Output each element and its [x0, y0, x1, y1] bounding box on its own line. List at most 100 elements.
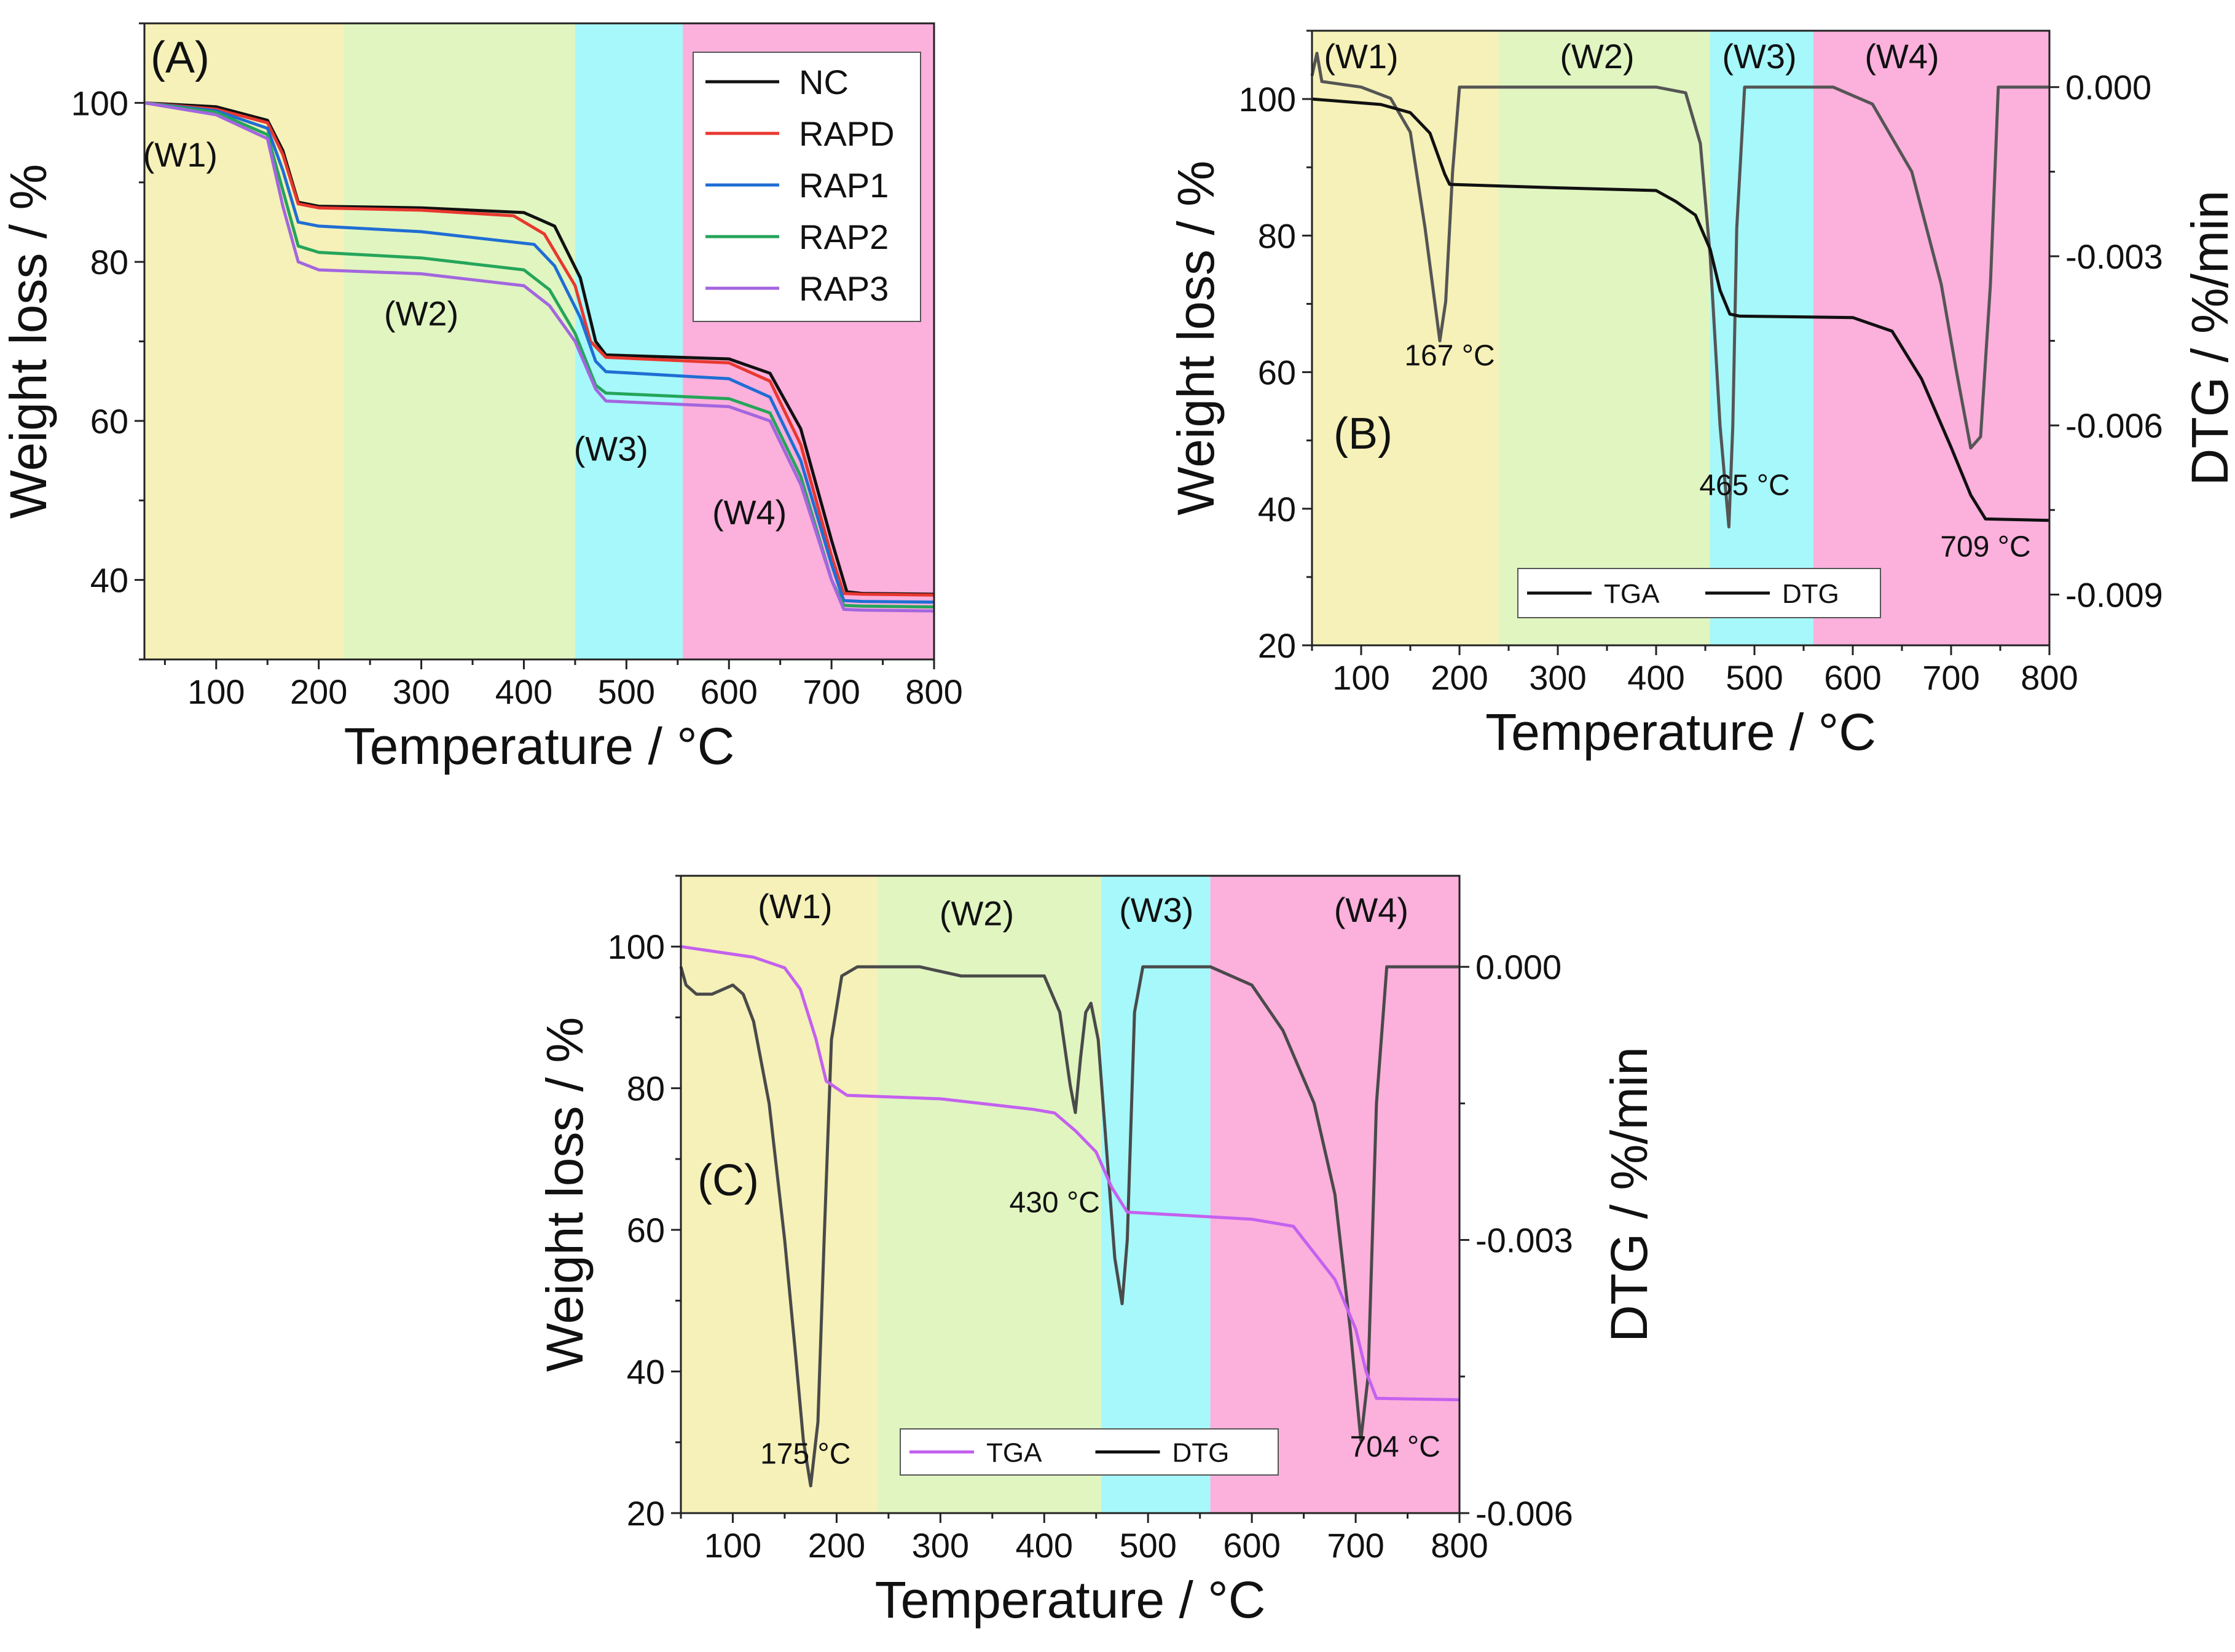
x-tick-label: 600 — [701, 672, 758, 711]
region-label-3: (W3) — [1119, 891, 1193, 929]
y-tick-label: 100 — [71, 84, 128, 122]
tga-line — [1311, 97, 2050, 522]
peak-annotation: 167 °C — [1404, 339, 1495, 372]
y-tick-label: 80 — [1258, 216, 1296, 255]
plot-frame — [1311, 30, 2051, 647]
legend: TGA DTG — [900, 1428, 1279, 1476]
x-tick-label: 400 — [495, 672, 552, 711]
plot-frame — [680, 875, 1461, 1514]
y2-tick-label: 0.000 — [1475, 948, 1561, 986]
peak-annotation: 175 °C — [760, 1438, 850, 1470]
x-tick-label: 400 — [1627, 658, 1684, 697]
region-label-2: (W2) — [384, 294, 458, 333]
y2-tick-label: -0.006 — [1475, 1494, 1573, 1533]
x-tick-label: 400 — [1016, 1526, 1073, 1565]
region-band-2 — [878, 876, 1102, 1513]
region-band-3 — [575, 23, 683, 659]
x-tick-label: 300 — [393, 672, 450, 711]
x-tick-label: 700 — [1327, 1526, 1384, 1565]
region-label-4: (W4) — [1864, 37, 1939, 76]
x-tick-label: 500 — [598, 672, 655, 711]
panel-label: (C) — [697, 1156, 759, 1205]
region-label-1: (W1) — [758, 887, 832, 926]
x-tick-label: 200 — [1431, 658, 1488, 697]
legend-label-dtg: DTG — [1782, 579, 1839, 609]
x-tick-label: 500 — [1726, 658, 1783, 697]
y2-axis-label: DTG / %/min — [1600, 1047, 1658, 1342]
x-axis-label: Temperature / °C — [1485, 703, 1876, 761]
legend-label-tga: TGA — [1604, 579, 1660, 609]
y2-tick-label: -0.003 — [1475, 1221, 1573, 1260]
region-label-3: (W3) — [574, 430, 648, 468]
series-line-rap3 — [144, 101, 935, 613]
y-tick-label: 60 — [627, 1211, 665, 1249]
peak-annotation: 704 °C — [1350, 1431, 1440, 1463]
series-line-rapd — [144, 101, 935, 597]
peak-annotation: 709 °C — [1940, 531, 2030, 564]
region-label-2: (W2) — [940, 894, 1014, 933]
y-tick-label: 80 — [90, 243, 128, 281]
x-tick-label: 200 — [290, 672, 347, 711]
x-tick-label: 100 — [704, 1526, 761, 1565]
region-label-4: (W4) — [1334, 891, 1408, 929]
region-band-2 — [1499, 31, 1710, 645]
legend: NC RAPD RAP1 RAP2 RAP3 — [693, 52, 921, 322]
x-tick-label: 200 — [808, 1526, 865, 1565]
region-label-2: (W2) — [1560, 37, 1634, 76]
region-label-1: (W1) — [1324, 37, 1398, 76]
legend-label-nc: NC — [799, 63, 849, 101]
legend-box — [693, 52, 921, 322]
x-tick-label: 800 — [2021, 658, 2078, 697]
y2-tick-label: 0.000 — [2065, 68, 2151, 107]
dtg-line — [679, 965, 1459, 1488]
region-label-1: (W1) — [143, 135, 218, 174]
legend-label-rap3: RAP3 — [799, 269, 889, 308]
y-tick-label: 40 — [90, 561, 128, 600]
y-axis-label: Weight loss / % — [1167, 160, 1225, 515]
y-tick-label: 20 — [627, 1494, 665, 1533]
x-tick-label: 600 — [1223, 1526, 1280, 1565]
y-tick-label: 40 — [627, 1353, 665, 1391]
peak-annotation: 430 °C — [1010, 1186, 1100, 1219]
y-tick-label: 60 — [90, 402, 128, 441]
region-label-3: (W3) — [1722, 37, 1796, 76]
legend-label-rapd: RAPD — [799, 114, 895, 153]
region-band-1 — [1312, 31, 1499, 645]
panel-label: (A) — [151, 33, 210, 82]
x-tick-label: 100 — [1332, 658, 1389, 697]
region-band-3 — [1710, 31, 1813, 645]
legend-label-rap2: RAP2 — [799, 218, 889, 256]
legend: TGA DTG — [1517, 568, 1881, 618]
legend-label-rap1: RAP1 — [799, 166, 889, 205]
y-tick-label: 40 — [1258, 490, 1296, 529]
y-axis-label: Weight loss / % — [0, 164, 57, 519]
region-label-4: (W4) — [712, 493, 787, 532]
peak-annotation: 465 °C — [1699, 470, 1789, 502]
legend-label-dtg: DTG — [1172, 1438, 1230, 1468]
y-tick-label: 80 — [627, 1069, 665, 1108]
chart-panel-c: (W1) (W2) (W3) (W4)100 200 300 400 500 600 700 800… — [536, 875, 1658, 1629]
y-tick-label: 60 — [1258, 353, 1296, 392]
y-tick-label: 20 — [1258, 626, 1296, 665]
panel-label: (B) — [1334, 409, 1392, 458]
region-band-2 — [344, 23, 575, 659]
region-band-4 — [1813, 31, 2049, 645]
x-axis-label: Temperature / °C — [875, 1571, 1266, 1629]
region-band-3 — [1101, 876, 1211, 1513]
y2-tick-label: -0.003 — [2065, 237, 2163, 276]
y-tick-label: 100 — [1239, 80, 1296, 119]
dtg-line — [1310, 52, 2049, 529]
x-tick-label: 700 — [1922, 658, 1979, 697]
series-line-rap1 — [144, 101, 935, 604]
y2-axis-label: DTG / %/min — [2181, 191, 2235, 486]
y2-tick-label: -0.006 — [2065, 406, 2163, 445]
legend-label-tga: TGA — [986, 1438, 1042, 1468]
series-line-nc — [144, 101, 935, 596]
x-tick-label: 100 — [187, 672, 245, 711]
x-tick-label: 700 — [803, 672, 860, 711]
y-axis-label: Weight loss / % — [536, 1017, 594, 1372]
tga-line — [680, 945, 1460, 1402]
x-axis-label: Temperature / °C — [344, 717, 735, 775]
chart-panel-a: (W1) (W2) (W3) (W4) 100 200 300 400 500 600 700 800… — [0, 22, 963, 775]
y2-tick-label: -0.009 — [2065, 575, 2163, 614]
